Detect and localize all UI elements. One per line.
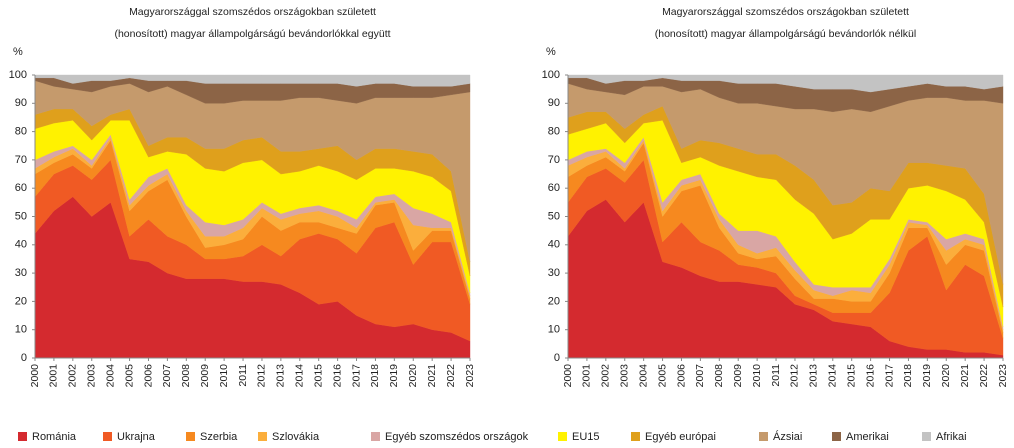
y-tick-label: 30 [15,267,27,279]
x-tick-label: 2007 [694,364,706,388]
x-tick-label: 2006 [142,364,154,388]
legend-swatch [558,432,567,441]
y-tick-label: 70 [15,154,27,166]
y-tick-label: 10 [15,324,27,336]
legend-label: Szerbia [200,431,238,443]
x-tick-label: 2014 [827,364,839,388]
y-tick-label: 90 [15,97,27,109]
legend-swatch [922,432,931,441]
x-tick-label: 2023 [997,364,1009,388]
legend-swatch [759,432,768,441]
legend-label: Egyéb szomszédos országok [385,431,529,443]
x-tick-label: 2009 [199,364,211,388]
x-tick-label: 2014 [294,364,306,388]
x-tick-label: 2021 [426,364,438,388]
y-axis-label: % [546,46,556,58]
y-tick-label: 80 [15,126,27,138]
chart-title: Magyarországgal szomszédos országokban s… [129,6,376,18]
x-tick-label: 2020 [940,364,952,388]
y-tick-label: 30 [548,267,560,279]
x-tick-label: 2011 [770,364,782,387]
legend-label: Egyéb európai [645,431,716,443]
x-tick-label: 2012 [256,364,268,388]
x-tick-label: 2013 [275,364,287,388]
legend-label: Ukrajna [117,431,156,443]
y-tick-label: 20 [15,295,27,307]
y-tick-label: 90 [548,97,560,109]
chart-subtitle: (honosított) magyar állampolgárságú bevá… [114,28,390,40]
x-tick-label: 2008 [180,364,192,388]
x-tick-label: 2019 [921,364,933,388]
x-tick-label: 2017 [883,364,895,388]
x-tick-label: 2003 [619,364,631,388]
legend-label: EU15 [572,431,600,443]
x-tick-label: 2007 [161,364,173,388]
y-tick-label: 100 [9,69,27,81]
x-tick-label: 2020 [407,364,419,388]
x-tick-label: 2016 [864,364,876,388]
x-tick-label: 2008 [713,364,725,388]
legend-swatch [186,432,195,441]
legend-label: Amerikai [846,431,889,443]
x-tick-label: 2006 [675,364,687,388]
y-tick-label: 40 [15,239,27,251]
area [567,74,1004,93]
y-tick-label: 70 [548,154,560,166]
x-tick-label: 2021 [959,364,971,388]
x-tick-label: 2018 [902,364,914,388]
y-tick-label: 0 [21,352,27,364]
x-tick-label: 2012 [789,364,801,388]
x-tick-label: 2015 [312,364,324,388]
legend-label: Afrikai [936,431,967,443]
x-tick-label: 2010 [218,364,230,388]
x-tick-label: 2002 [600,364,612,388]
legend-swatch [18,432,27,441]
x-tick-label: 2017 [350,364,362,388]
x-tick-label: 2004 [637,364,649,388]
legend-label: Szlovákia [272,431,320,443]
x-tick-label: 2001 [581,364,593,388]
y-tick-label: 50 [548,210,560,222]
x-tick-label: 2000 [562,364,574,388]
y-tick-label: 60 [548,182,560,194]
legend-swatch [258,432,267,441]
legend-label: Ázsiai [773,430,802,443]
x-tick-label: 2004 [104,364,116,388]
y-tick-label: 20 [548,295,560,307]
x-tick-label: 2009 [732,364,744,388]
x-tick-label: 2005 [123,364,135,388]
x-tick-label: 2011 [237,364,249,387]
x-tick-label: 2016 [331,364,343,388]
x-tick-label: 2013 [808,364,820,388]
y-tick-label: 50 [15,210,27,222]
area [34,74,471,87]
legend-swatch [832,432,841,441]
legend-swatch [371,432,380,441]
y-tick-label: 40 [548,239,560,251]
y-tick-label: 0 [554,352,560,364]
x-tick-label: 2018 [369,364,381,388]
x-tick-label: 2023 [464,364,476,388]
legend-swatch [631,432,640,441]
legend-swatch [103,432,112,441]
x-tick-label: 2022 [978,364,990,388]
x-tick-label: 2022 [445,364,457,388]
y-tick-label: 80 [548,126,560,138]
chart-subtitle: (honosított) magyar állampolgárságú bevá… [655,28,916,40]
y-tick-label: 60 [15,182,27,194]
legend-label: Románia [32,431,77,443]
y-tick-label: 10 [548,324,560,336]
y-axis-label: % [13,46,23,58]
x-tick-label: 2005 [656,364,668,388]
x-tick-label: 2002 [67,364,79,388]
x-tick-label: 2001 [48,364,60,388]
x-tick-label: 2003 [86,364,98,388]
y-tick-label: 100 [542,69,560,81]
x-tick-label: 2000 [29,364,41,388]
x-tick-label: 2015 [845,364,857,388]
x-tick-label: 2019 [388,364,400,388]
x-tick-label: 2010 [751,364,763,388]
chart-title: Magyarországgal szomszédos országokban s… [662,6,909,18]
